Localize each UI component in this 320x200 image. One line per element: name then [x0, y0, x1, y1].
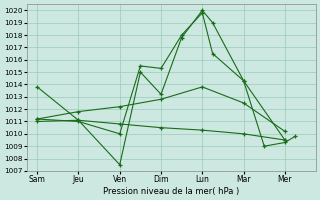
X-axis label: Pression niveau de la mer( hPa ): Pression niveau de la mer( hPa ) [103, 187, 239, 196]
